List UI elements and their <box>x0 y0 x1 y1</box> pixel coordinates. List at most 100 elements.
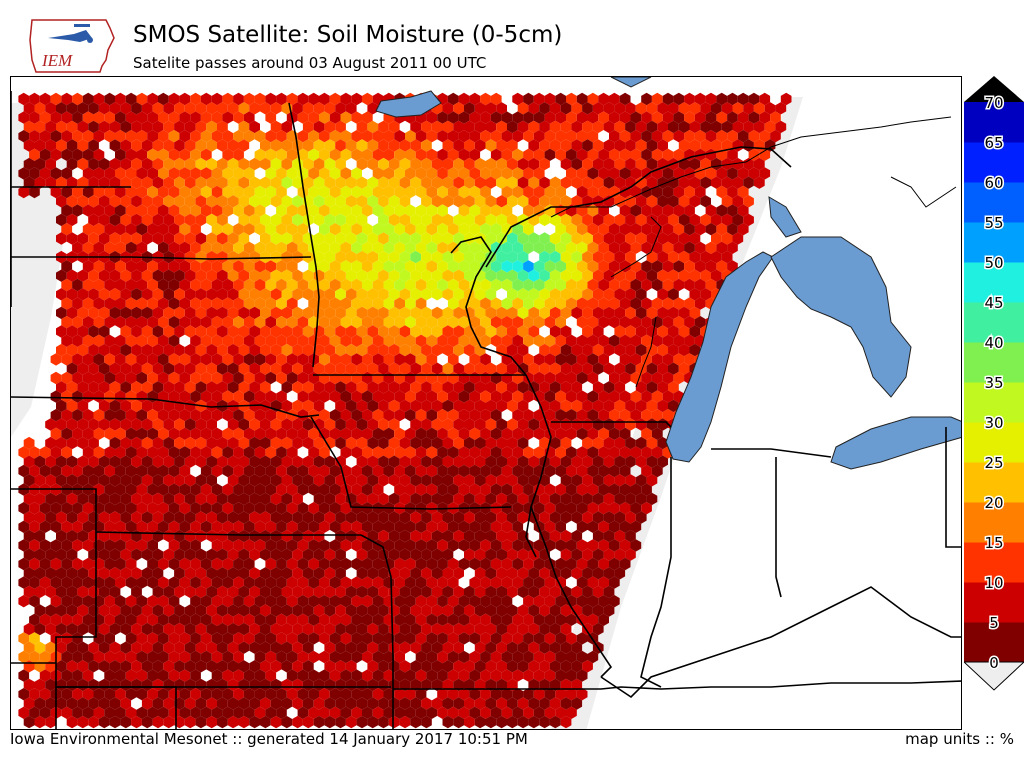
soil-moisture-cell <box>254 688 266 701</box>
soil-moisture-cell <box>528 288 540 301</box>
soil-moisture-cell <box>576 148 588 161</box>
soil-moisture-cell <box>388 343 400 357</box>
soil-moisture-cell <box>356 492 368 506</box>
soil-moisture-cell <box>523 223 534 236</box>
soil-moisture-cell <box>147 706 158 719</box>
soil-moisture-cell <box>276 520 287 533</box>
soil-moisture-cell <box>227 288 239 301</box>
soil-moisture-cell <box>125 316 137 329</box>
soil-moisture-cell <box>641 427 652 440</box>
soil-moisture-cell <box>211 502 223 515</box>
soil-moisture-cell <box>351 669 362 682</box>
soil-moisture-cell <box>678 102 690 115</box>
soil-moisture-cell <box>453 250 464 264</box>
soil-moisture-cell <box>533 111 545 124</box>
soil-moisture-cell <box>431 269 443 282</box>
soil-moisture-cell <box>120 641 132 654</box>
soil-moisture-cell <box>152 418 164 431</box>
soil-moisture-cell <box>576 334 588 347</box>
soil-moisture-cell <box>324 474 336 487</box>
soil-moisture-cell <box>233 92 244 106</box>
soil-moisture-cell <box>657 436 668 450</box>
soil-moisture-cell <box>426 278 438 292</box>
soil-moisture-cell <box>566 371 577 385</box>
soil-moisture-cell <box>340 650 352 664</box>
soil-moisture-cell <box>147 483 158 496</box>
soil-moisture-cell <box>56 102 67 115</box>
soil-moisture-cell <box>453 622 464 636</box>
soil-moisture-cell <box>222 650 234 664</box>
soil-moisture-cell <box>592 492 604 506</box>
soil-moisture-cell <box>125 706 137 719</box>
border-sd-ne <box>11 396 320 418</box>
soil-moisture-cell <box>646 120 658 134</box>
soil-moisture-cell <box>195 492 207 506</box>
soil-moisture-cell <box>206 102 217 115</box>
soil-moisture-cell <box>431 343 443 357</box>
soil-moisture-cell <box>356 232 368 245</box>
soil-moisture-cell <box>367 288 379 301</box>
soil-moisture-cell <box>603 492 615 506</box>
soil-moisture-cell <box>238 641 250 654</box>
soil-moisture-cell <box>614 529 626 543</box>
soil-moisture-cell <box>222 520 234 533</box>
soil-moisture-cell <box>66 604 78 617</box>
soil-moisture-cell <box>539 492 550 506</box>
soil-moisture-cell <box>77 529 89 543</box>
soil-moisture-cell <box>447 185 459 199</box>
soil-moisture-cell <box>297 241 309 254</box>
soil-moisture-cell <box>104 204 115 217</box>
soil-moisture-cell <box>61 130 73 143</box>
soil-moisture-cell <box>249 213 260 227</box>
soil-moisture-cell <box>265 278 277 292</box>
soil-moisture-cell <box>426 576 438 589</box>
soil-moisture-cell <box>437 520 448 533</box>
soil-moisture-cell <box>662 278 674 292</box>
soil-moisture-cell <box>512 669 524 682</box>
soil-moisture-cell <box>539 529 550 543</box>
soil-moisture-cell <box>614 436 626 450</box>
soil-moisture-cell <box>18 185 30 199</box>
soil-moisture-cell <box>625 213 636 227</box>
soil-moisture-cell <box>206 660 217 673</box>
soil-moisture-cell <box>356 325 368 338</box>
soil-moisture-cell <box>507 567 518 580</box>
soil-moisture-cell <box>163 715 175 729</box>
soil-moisture-cell <box>45 474 56 487</box>
soil-moisture-cell <box>184 697 196 710</box>
soil-moisture-cell <box>356 195 368 208</box>
soil-moisture-cell <box>45 585 56 599</box>
soil-moisture-cell <box>609 483 620 496</box>
soil-moisture-cell <box>367 715 379 729</box>
soil-moisture-cell <box>319 223 330 236</box>
soil-moisture-cell <box>367 622 379 636</box>
soil-moisture-cell <box>238 567 250 580</box>
soil-moisture-cell <box>662 353 674 366</box>
soil-moisture-cell <box>474 567 486 580</box>
soil-moisture-cell <box>281 511 293 524</box>
soil-moisture-cell <box>469 557 481 571</box>
soil-moisture-cell <box>566 632 577 645</box>
soil-moisture-cell <box>592 325 604 338</box>
soil-moisture-cell <box>329 390 341 403</box>
soil-moisture-cell <box>29 557 40 571</box>
soil-moisture-cell <box>399 288 411 301</box>
soil-moisture-cell <box>335 120 346 134</box>
soil-moisture-cell <box>480 390 491 403</box>
soil-moisture-cell <box>184 660 196 673</box>
soil-moisture-cell <box>388 455 400 468</box>
soil-moisture-cell <box>329 223 341 236</box>
soil-moisture-cell <box>93 278 105 292</box>
soil-moisture-cell <box>131 139 142 152</box>
soil-moisture-cell <box>383 278 395 292</box>
soil-moisture-cell <box>104 613 115 626</box>
soil-moisture-cell <box>421 511 432 524</box>
soil-moisture-cell <box>705 204 717 217</box>
soil-moisture-cell <box>598 223 609 236</box>
soil-moisture-cell <box>421 232 432 245</box>
soil-moisture-cell <box>442 157 454 171</box>
soil-moisture-cell <box>115 371 126 385</box>
soil-moisture-cell <box>694 111 706 124</box>
soil-moisture-cell <box>426 650 438 664</box>
soil-moisture-cell <box>587 371 599 385</box>
